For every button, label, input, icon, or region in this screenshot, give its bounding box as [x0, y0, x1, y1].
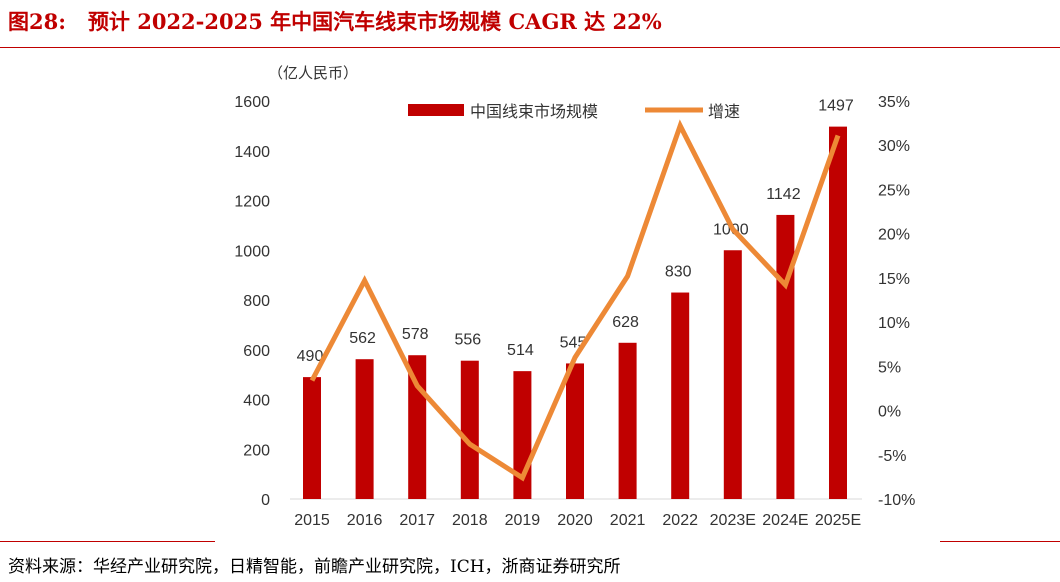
bar-data-label: 578 — [402, 326, 429, 343]
figure-title: 图28: 预计 2022-2025 年中国汽车线束市场规模 CAGR 达 22% — [8, 9, 662, 34]
bar-data-label: 1142 — [766, 186, 801, 203]
x-tick-label: 2019 — [505, 512, 541, 529]
footer-divider-left — [0, 541, 215, 542]
x-tick-label: 2022 — [662, 512, 698, 529]
left-tick-label: 400 — [243, 393, 270, 410]
left-axis-unit: （亿人民币） — [268, 65, 358, 82]
right-tick-label: -5% — [878, 448, 906, 465]
left-tick-label: 1000 — [234, 243, 270, 260]
bar — [829, 126, 847, 499]
left-tick-label: 600 — [243, 343, 270, 360]
bar-data-label: 490 — [297, 348, 324, 365]
x-tick-label: 2021 — [610, 512, 646, 529]
x-tick-label: 2025E — [815, 512, 861, 529]
x-tick-label: 2015 — [294, 512, 330, 529]
right-tick-label: 25% — [878, 182, 910, 199]
right-tick-label: 5% — [878, 359, 901, 376]
bar — [303, 377, 321, 499]
left-tick-label: 1400 — [234, 144, 270, 161]
right-tick-label: 0% — [878, 404, 901, 421]
x-tick-label: 2018 — [452, 512, 488, 529]
title-divider — [0, 47, 1060, 48]
left-tick-label: 200 — [243, 442, 270, 459]
bar — [566, 363, 584, 499]
x-tick-label: 2020 — [557, 512, 593, 529]
bar-data-label: 830 — [665, 264, 692, 281]
right-tick-label: 10% — [878, 315, 910, 332]
bar — [776, 214, 795, 500]
bar — [723, 250, 742, 499]
bar-data-label: 556 — [454, 332, 481, 349]
left-tick-label: 800 — [243, 293, 270, 310]
left-tick-label: 1600 — [234, 94, 270, 111]
bar-data-label: 562 — [349, 330, 376, 347]
right-tick-label: 35% — [878, 94, 910, 111]
right-tick-label: 30% — [878, 138, 910, 155]
bar-data-label: 628 — [612, 314, 639, 331]
legend-bar-label: 中国线束市场规模 — [470, 103, 598, 121]
right-tick-label: -10% — [878, 492, 915, 509]
bar — [671, 292, 690, 499]
legend-bar-swatch — [408, 104, 464, 116]
x-tick-label: 2023E — [710, 512, 756, 529]
left-tick-label: 1200 — [234, 194, 270, 211]
bar-data-label: 1497 — [818, 98, 854, 115]
bar — [460, 360, 479, 499]
bar — [618, 342, 637, 499]
footer-divider-right — [940, 541, 1060, 542]
left-tick-label: 0 — [261, 492, 270, 509]
x-tick-label: 2017 — [399, 512, 435, 529]
source-note: 资料来源：华经产业研究院，日精智能，前瞻产业研究院，ICH，浙商证券研究所 — [8, 557, 621, 577]
legend-line-label: 增速 — [708, 103, 740, 121]
bar-data-label: 514 — [507, 342, 534, 359]
bar — [355, 359, 374, 499]
x-tick-label: 2024E — [762, 512, 808, 529]
chart: （亿人民币） 0 200 400 600 800 1000 1200 1400 1600 -10% -… — [234, 65, 915, 529]
right-tick-label: 15% — [878, 271, 910, 288]
x-tick-label: 2016 — [347, 512, 383, 529]
right-tick-label: 20% — [878, 227, 910, 244]
